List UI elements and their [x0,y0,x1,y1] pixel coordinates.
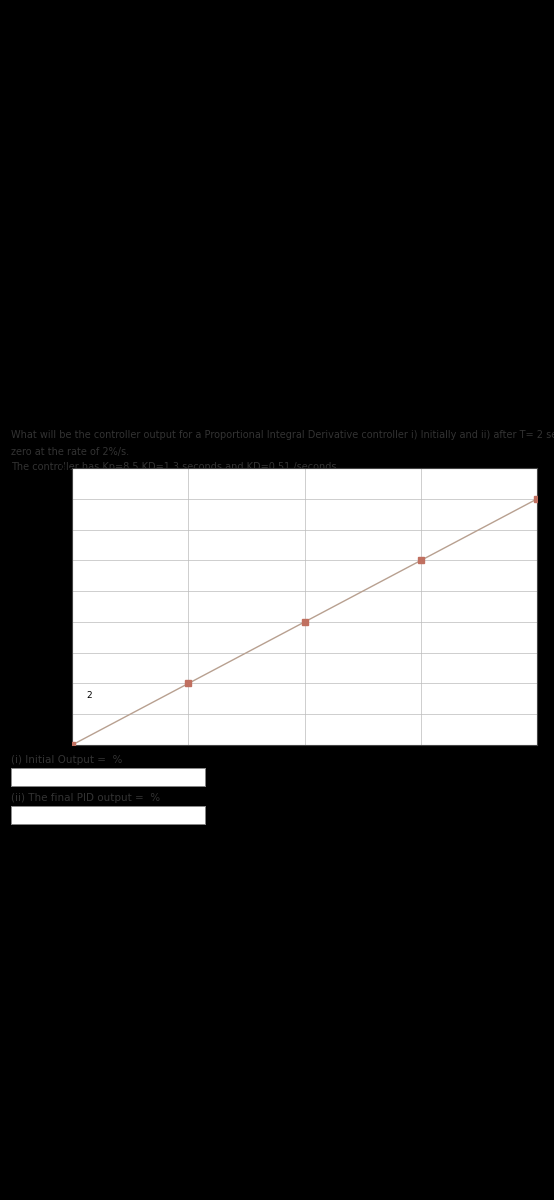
X-axis label: Time: Time [288,766,322,779]
Y-axis label: % of Error: % of Error [45,578,55,635]
Text: zero at the rate of 2%/s.: zero at the rate of 2%/s. [11,448,129,457]
Text: (ii) The final PID output =  %: (ii) The final PID output = % [11,793,160,803]
Text: (i) Initial Output =  %: (i) Initial Output = % [11,755,122,766]
Text: What will be the controller output for a Proportional Integral Derivative contro: What will be the controller output for a… [11,430,554,440]
Text: 2: 2 [86,691,91,700]
Text: The controller has Kp=8.5,KD=1.3 seconds and KD=0.51 /seconds.: The controller has Kp=8.5,KD=1.3 seconds… [11,462,340,473]
